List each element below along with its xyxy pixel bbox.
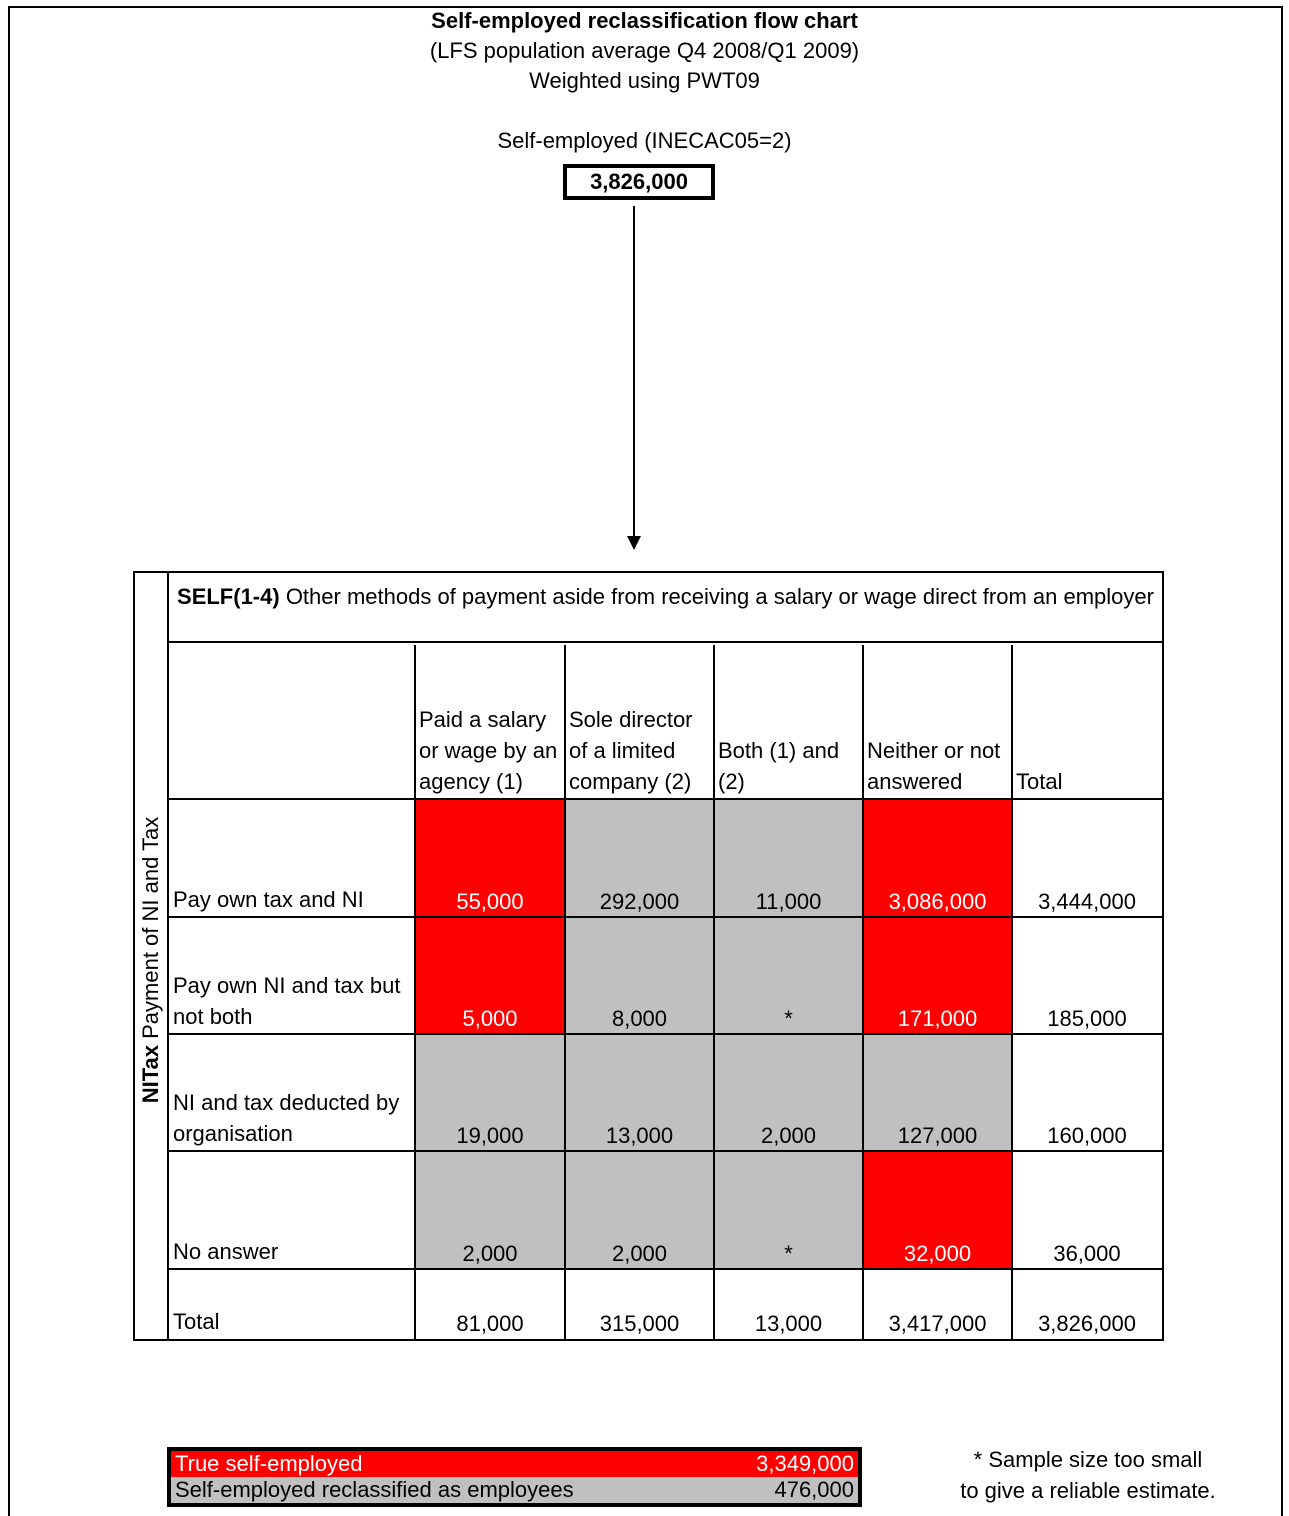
table-cell: 5,000 <box>415 917 565 1034</box>
legend-reclassified-value: 476,000 <box>774 1477 854 1502</box>
legend-reclassified: Self-employed reclassified as employees … <box>167 1477 862 1507</box>
row-axis-label-text: Payment of NI and Tax <box>138 816 163 1045</box>
legend-true-label: True self-employed <box>175 1451 363 1476</box>
grid-line-vertical <box>564 645 566 1339</box>
table-cell: 160,000 <box>1047 1123 1127 1148</box>
chart-subtitle-weighting: Weighted using PWT09 <box>529 68 760 93</box>
legend-true-self-employed: True self-employed 3,349,000 <box>167 1447 862 1477</box>
column-header: Both (1) and (2) <box>718 738 840 794</box>
table-cell: 2,000 <box>565 1151 714 1269</box>
table-cell: 2,000 <box>415 1151 565 1269</box>
table-cell: 36,000 <box>1053 1241 1121 1266</box>
page-frame <box>8 6 1283 1516</box>
footnote-line-2: to give a reliable estimate. <box>960 1478 1216 1503</box>
table-cell: 171,000 <box>863 917 1012 1034</box>
chart-title: Self-employed reclassification flow char… <box>431 8 858 33</box>
row-label: No answer <box>173 1239 279 1264</box>
table-cell: 32,000 <box>863 1151 1012 1269</box>
table-cell: 3,444,000 <box>1038 889 1136 914</box>
column-axis-header-bold: SELF(1-4) <box>177 584 280 609</box>
table-cell: 3,086,000 <box>863 799 1012 917</box>
table-cell: 81,000 <box>456 1311 524 1336</box>
grid-line-horizontal <box>169 1268 1162 1270</box>
grid-line-vertical <box>713 645 715 1339</box>
column-header: Neither or not answered <box>867 738 1001 794</box>
cross-tab-table <box>133 571 1164 1341</box>
table-cell: 3,826,000 <box>1038 1311 1136 1336</box>
root-node-label: Self-employed (INECAC05=2) <box>497 128 792 153</box>
column-axis-header: SELF(1-4) Other methods of payment aside… <box>169 573 1162 643</box>
table-cell: 11,000 <box>714 799 863 917</box>
column-header: Total <box>1016 769 1063 794</box>
table-cell: 185,000 <box>1047 1006 1127 1031</box>
table-cell: * <box>714 917 863 1034</box>
table-cell: 292,000 <box>565 799 714 917</box>
table-cell: 19,000 <box>415 1034 565 1151</box>
row-axis-label: NITax Payment of NI and Tax <box>138 817 164 1104</box>
grid-line-horizontal <box>169 1150 1162 1152</box>
table-cell: 3,417,000 <box>888 1311 987 1336</box>
table-cell: 127,000 <box>863 1034 1012 1151</box>
row-label: Pay own tax and NI <box>173 887 364 912</box>
table-cell: 315,000 <box>599 1311 680 1336</box>
legend-true-value: 3,349,000 <box>756 1451 854 1476</box>
column-header: Paid a salary or wage by an agency (1) <box>419 707 558 794</box>
row-axis-panel <box>133 571 169 1341</box>
table-cell: 2,000 <box>714 1034 863 1151</box>
grid-line-horizontal <box>169 1033 1162 1035</box>
grid-line-vertical <box>1011 645 1013 1339</box>
legend-reclassified-label: Self-employed reclassified as employees <box>175 1477 574 1502</box>
chart-subtitle-population: (LFS population average Q4 2008/Q1 2009) <box>429 38 860 63</box>
column-axis-header-text: Other methods of payment aside from rece… <box>279 584 1154 609</box>
table-cell: 8,000 <box>565 917 714 1034</box>
column-header: Sole director of a limited company (2) <box>569 707 693 794</box>
grid-line-horizontal <box>169 916 1162 918</box>
row-label: NI and tax deducted by organisation <box>173 1090 400 1146</box>
root-node-value: 3,826,000 <box>563 164 715 200</box>
table-cell: 13,000 <box>754 1311 823 1336</box>
grid-line-horizontal <box>169 798 1162 800</box>
table-cell: * <box>714 1151 863 1269</box>
grid-line-vertical <box>862 645 864 1339</box>
table-cell: 55,000 <box>415 799 565 917</box>
footnote-line-1: * Sample size too small <box>973 1447 1203 1472</box>
row-label: Pay own NI and tax but not both <box>173 973 401 1029</box>
row-label: Total <box>173 1309 220 1334</box>
flow-arrow <box>627 206 641 550</box>
row-axis-label-bold: NITax <box>138 1045 163 1104</box>
table-cell: 13,000 <box>565 1034 714 1151</box>
grid-line-vertical <box>414 645 416 1339</box>
